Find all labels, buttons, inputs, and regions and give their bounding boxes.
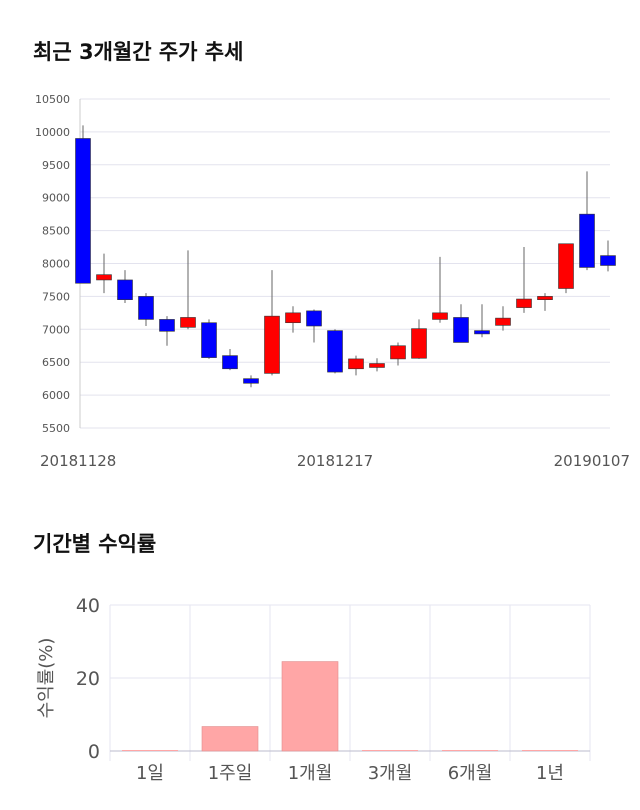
y-tick-label: 10500 <box>35 93 70 106</box>
candle-up <box>558 243 574 289</box>
x-category-label: 6개월 <box>448 763 493 784</box>
candle-up <box>495 317 511 326</box>
x-category-label: 1일 <box>136 763 164 784</box>
x-date-label: 20181128 <box>40 452 116 470</box>
candle-up <box>369 363 385 368</box>
y-tick-label: 6500 <box>42 356 70 369</box>
candle-up <box>537 296 553 300</box>
x-category-label: 1주일 <box>208 763 253 784</box>
return-bar <box>362 750 418 751</box>
y-tick-label: 8500 <box>42 225 70 238</box>
y-tick-label: 7500 <box>42 290 70 303</box>
return-bar <box>442 750 498 751</box>
candle-down <box>222 355 238 370</box>
candle-down <box>138 296 154 320</box>
return-bar <box>201 726 259 752</box>
y-axis-title: 수익률(%) <box>36 638 57 719</box>
candle-down <box>75 138 91 284</box>
y-tick-label: 0 <box>88 741 100 763</box>
candle-down <box>243 378 259 384</box>
y-tick-label: 20 <box>76 668 100 690</box>
candle-down <box>117 279 133 300</box>
candle-down <box>201 322 217 358</box>
candle-up <box>348 358 364 370</box>
y-tick-label: 40 <box>76 595 100 617</box>
y-tick-label: 5500 <box>42 422 70 435</box>
candle-down <box>579 213 595 268</box>
candle-up <box>390 345 406 360</box>
x-category-label: 1개월 <box>288 763 333 784</box>
x-date-label: 20181217 <box>297 452 373 470</box>
candle-down <box>327 330 343 373</box>
x-date-label: 20190107 <box>554 452 630 470</box>
return-bar <box>281 661 339 752</box>
x-category-label: 3개월 <box>368 763 413 784</box>
candle-down <box>453 317 469 343</box>
candle-up <box>516 298 532 308</box>
return-bar <box>122 750 178 751</box>
price-trend-title: 최근 3개월간 주가 추세 <box>33 40 244 64</box>
y-tick-label: 7000 <box>42 323 70 336</box>
candle-down <box>600 255 616 266</box>
y-tick-label: 9500 <box>42 159 70 172</box>
return-bar <box>522 750 578 751</box>
candle-up <box>96 274 112 281</box>
candle-up <box>180 317 196 328</box>
candle-up <box>285 312 301 324</box>
candle-down <box>474 330 490 335</box>
y-tick-label: 10000 <box>35 126 70 139</box>
price-candlestick-chart: 5500 6000 6500 7000 7500 8000 8500 9000 9500 1000… <box>35 93 630 470</box>
y-tick-label: 8000 <box>42 258 70 271</box>
candle-up <box>432 312 448 320</box>
y-tick-label: 9000 <box>42 192 70 205</box>
period-return-title: 기간별 수익률 <box>33 532 157 556</box>
candle-down <box>159 319 175 332</box>
candle-up <box>264 315 280 374</box>
x-category-label: 1년 <box>536 763 564 784</box>
y-tick-label: 6000 <box>42 389 70 402</box>
candle-down <box>306 310 322 327</box>
candle-up <box>411 328 427 359</box>
